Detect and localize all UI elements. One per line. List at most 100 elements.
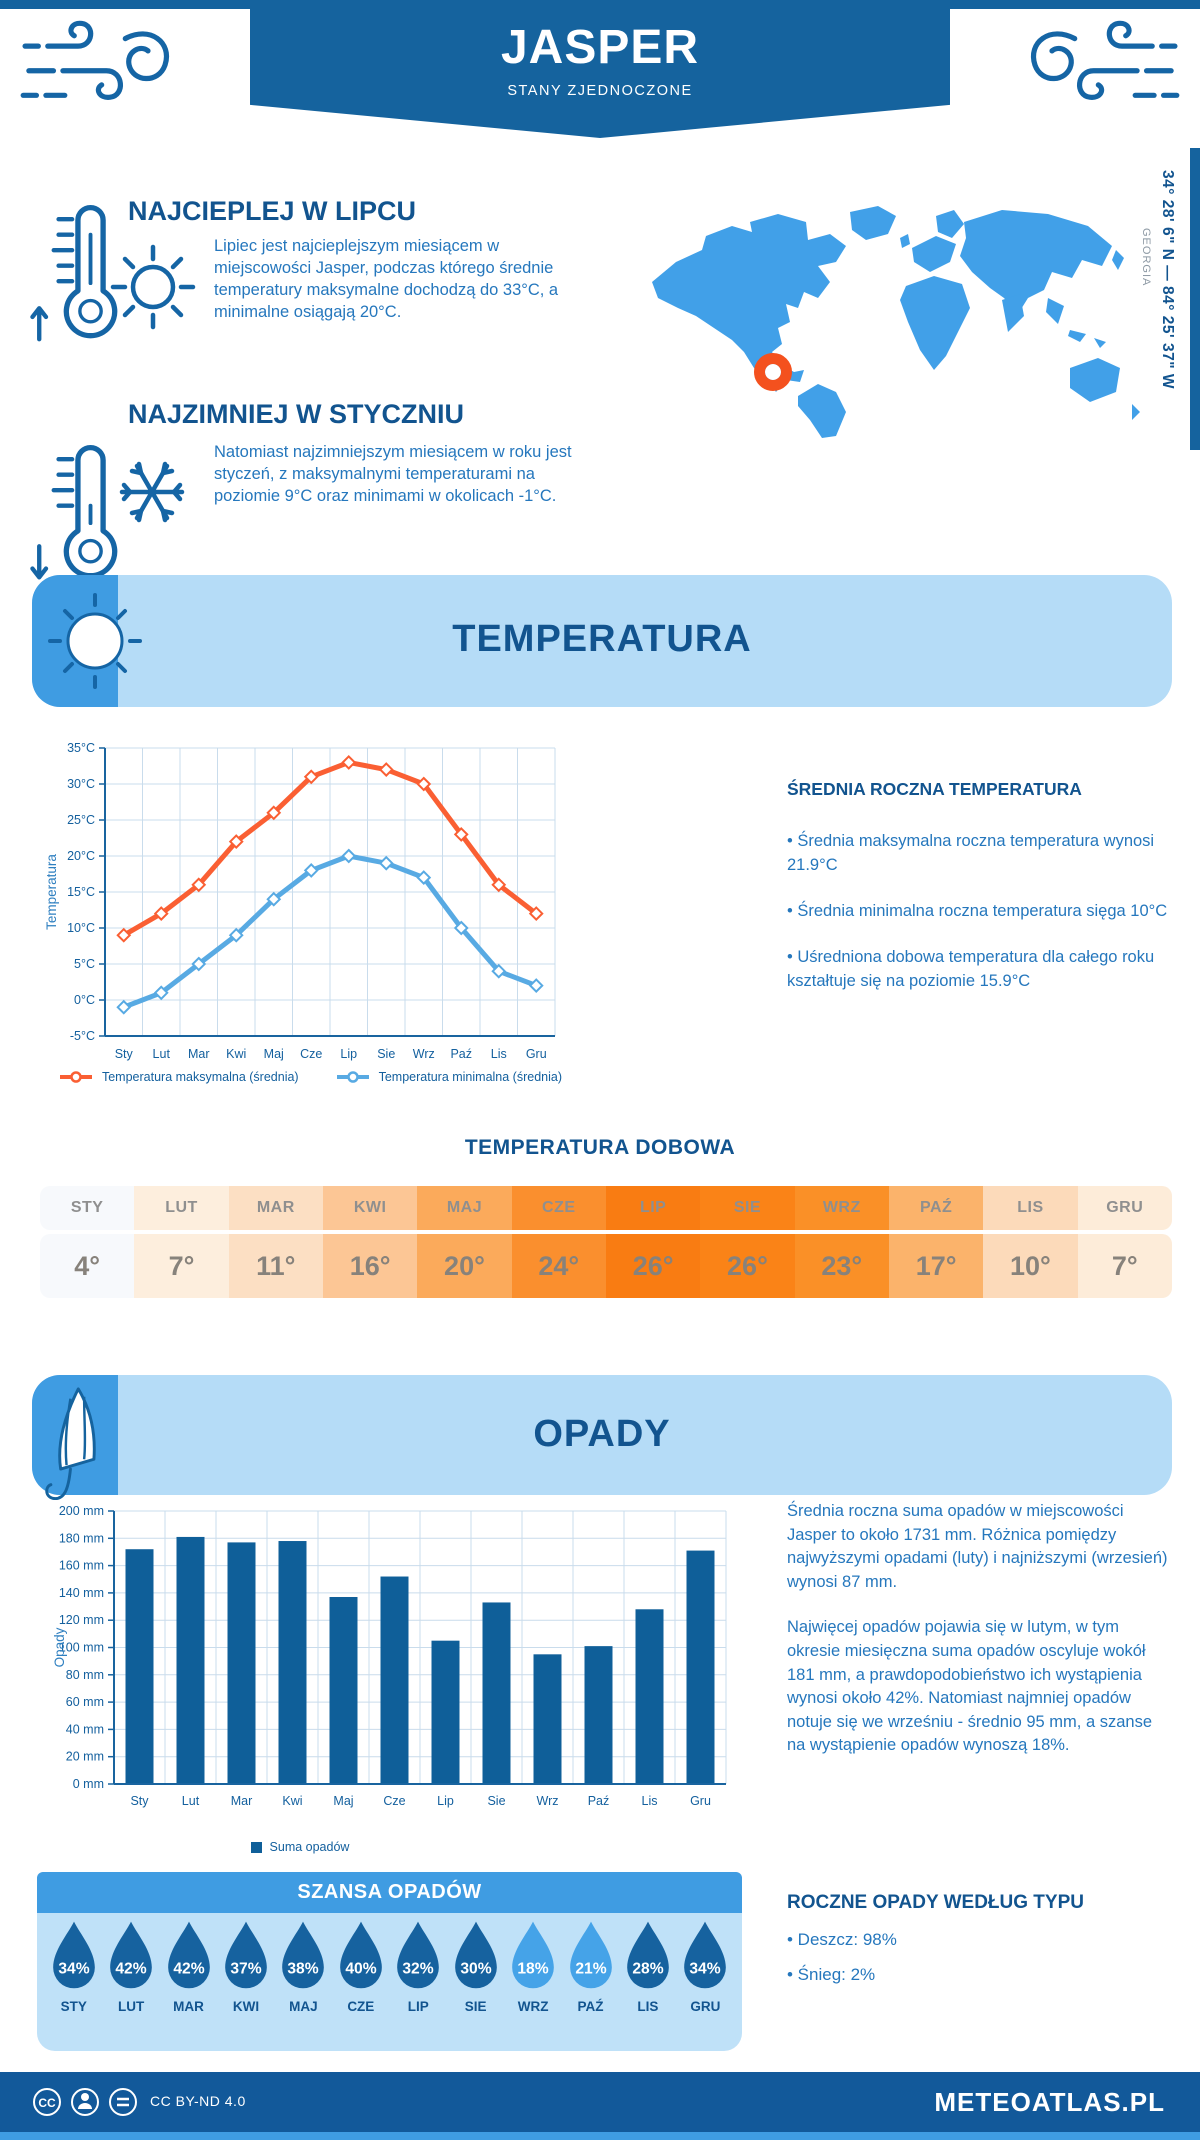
month-header-cell: LUT [134, 1186, 229, 1230]
svg-text:10°C: 10°C [67, 921, 95, 935]
svg-text:0°C: 0°C [74, 993, 95, 1007]
svg-text:30°C: 30°C [67, 777, 95, 791]
svg-text:160 mm: 160 mm [59, 1559, 104, 1573]
daily-temperature-months-row: STY LUT MAR KWI MAJ CZE LIP SIE WRZ PAŹ LIS GRU [40, 1186, 1172, 1230]
map-continents [652, 206, 1140, 438]
svg-text:Kwi: Kwi [226, 1047, 246, 1061]
right-accent-bar [1190, 148, 1200, 450]
svg-text:42%: 42% [116, 1961, 147, 1978]
raindrop-icon: 34% [684, 1921, 727, 1989]
svg-text:Sty: Sty [130, 1794, 149, 1808]
thermometer-high-icon [30, 204, 118, 342]
svg-text:25°C: 25°C [67, 813, 95, 827]
location-marker [765, 364, 781, 380]
svg-text:Lut: Lut [182, 1794, 200, 1808]
svg-text:Wrz: Wrz [413, 1047, 435, 1061]
svg-text:Gru: Gru [526, 1047, 547, 1061]
svg-text:Lis: Lis [642, 1794, 658, 1808]
rain-chance-month: MAR [173, 1999, 204, 2014]
month-header-cell: MAR [228, 1186, 323, 1230]
daily-temperature-title: TEMPERATURA DOBOWA [464, 1136, 736, 1159]
month-header-cell: CZE [511, 1186, 606, 1230]
svg-text:CC: CC [38, 2096, 56, 2110]
svg-text:15°C: 15°C [67, 885, 95, 899]
umbrella-icon [45, 1387, 96, 1500]
temperature-section-banner [32, 575, 1172, 707]
svg-text:Gru: Gru [690, 1794, 711, 1808]
brand-label: METEOATLAS.PL [934, 2087, 1165, 2117]
rain-chance-month: WRZ [517, 1999, 549, 2014]
svg-text:Lis: Lis [491, 1047, 507, 1061]
precipitation-section-banner [32, 1375, 1172, 1495]
temperature-line-chart: 35°C 30°C 25°C 20°C 15°C 10°C 5°C 0°C -5°C Sty Lut… [44, 741, 556, 1061]
daily-temperature-values-row: 4° 7° 11° 16° 20° 24° 26° 26° 23° 17° 10° 7° [40, 1234, 1172, 1298]
raindrop-icon: 37% [225, 1921, 267, 1989]
svg-text:Lip: Lip [340, 1047, 357, 1061]
rain-chance-item: 42% LUT [102, 1919, 159, 2051]
month-header-cell: GRU [1077, 1186, 1172, 1230]
raindrop-icon: 34% [52, 1921, 95, 1989]
temperature-value-cell: 26° [605, 1234, 701, 1298]
precipitation-paragraph: Średnia roczna suma opadów w miejscowośc… [787, 1502, 1168, 1591]
svg-text:40%: 40% [345, 1961, 376, 1978]
coordinates-label: 34° 28' 6" N — 84° 25' 37" W [1159, 170, 1176, 390]
temperature-value-cell: 23° [794, 1234, 889, 1298]
temperature-value-cell: 17° [888, 1234, 984, 1298]
svg-text:Lip: Lip [437, 1794, 454, 1808]
rain-chance-month: PAŹ [577, 1999, 604, 2014]
month-header-cell: PAŹ [888, 1186, 984, 1230]
raindrop-icon: 32% [397, 1921, 440, 1989]
svg-text:28%: 28% [632, 1961, 663, 1978]
temperature-section-title: TEMPERATURA [452, 618, 752, 660]
no-derivatives-icon [109, 2088, 137, 2116]
precipitation-text-panel: Średnia roczna suma opadów w miejscowośc… [787, 1500, 1171, 1780]
avg-temperature-bullet: • Średnia minimalna roczna temperatura s… [787, 901, 1168, 920]
svg-text:0 mm: 0 mm [73, 1777, 104, 1791]
rain-chance-drops: 34% STY 42% LUT 42% MAR 37% KWI 38% MAJ 40% CZE 32% L… [37, 1913, 742, 2051]
svg-text:34%: 34% [58, 1961, 89, 1978]
rain-chance-month: LIS [637, 1999, 659, 2014]
coldest-month-title: NAJZIMNIEJ W STYCZNIU [128, 399, 465, 429]
avg-temperature-bullet: • Uśredniona dobowa temperatura dla całe… [787, 947, 1155, 990]
svg-text:Lut: Lut [153, 1047, 171, 1061]
svg-text:Cze: Cze [383, 1794, 405, 1808]
page-subtitle: STANY ZJEDNOCZONE [507, 83, 693, 99]
temperature-value-cell: 16° [322, 1234, 418, 1298]
creative-commons-icons: CC [33, 2088, 137, 2116]
avg-temperature-bullet: • Średnia maksymalna roczna temperatura … [787, 832, 1155, 874]
precipitation-section-title: OPADY [533, 1413, 671, 1455]
temperature-value-cell: 7° [1077, 1234, 1172, 1298]
precipitation-paragraph: Najwięcej opadów pojawia się w lutym, w … [787, 1618, 1152, 1755]
rain-chance-item: 28% LIS [619, 1919, 676, 2051]
svg-text:140 mm: 140 mm [59, 1586, 104, 1600]
svg-text:21%: 21% [575, 1961, 606, 1978]
temperature-value-cell: 24° [511, 1234, 606, 1298]
rain-chance-month: KWI [232, 1999, 260, 2014]
raindrop-icon: 38% [282, 1921, 325, 1989]
license-label: CC BY-ND 4.0 [150, 2093, 246, 2109]
svg-text:Opady: Opady [52, 1627, 67, 1667]
sun-icon [110, 244, 196, 330]
avg-temperature-heading: ŚREDNIA ROCZNA TEMPERATURA [787, 779, 1082, 799]
header-banner: JASPER STANY ZJEDNOCZONE [250, 0, 950, 138]
svg-text:Temperatura: Temperatura [44, 854, 59, 930]
month-header-cell: LIP [605, 1186, 701, 1230]
rain-chance-item: 21% PAŹ [562, 1919, 619, 2051]
svg-text:Sie: Sie [487, 1794, 505, 1808]
rain-chance-item: 40% CZE [332, 1919, 389, 2051]
footer-accent-strip [0, 2132, 1200, 2140]
svg-text:Cze: Cze [300, 1047, 322, 1061]
rain-chance-month: STY [60, 1999, 87, 2014]
month-header-cell: LIS [983, 1186, 1078, 1230]
temperature-value-cell: 4° [40, 1234, 135, 1298]
precipitation-chart-legend: Suma opadów [150, 1840, 450, 1854]
avg-temperature-bullets: • Średnia maksymalna roczna temperatura … [787, 830, 1171, 1016]
svg-text:Paź: Paź [588, 1794, 610, 1808]
svg-text:-5°C: -5°C [70, 1029, 95, 1043]
precip-type-bullet: • Śnieg: 2% [787, 1964, 876, 1984]
svg-text:Maj: Maj [333, 1794, 353, 1808]
coldest-month-text: Natomiast najzimniejszym miesiącem w rok… [214, 443, 572, 505]
svg-text:20 mm: 20 mm [66, 1750, 104, 1764]
attribution-icon [71, 2088, 99, 2116]
